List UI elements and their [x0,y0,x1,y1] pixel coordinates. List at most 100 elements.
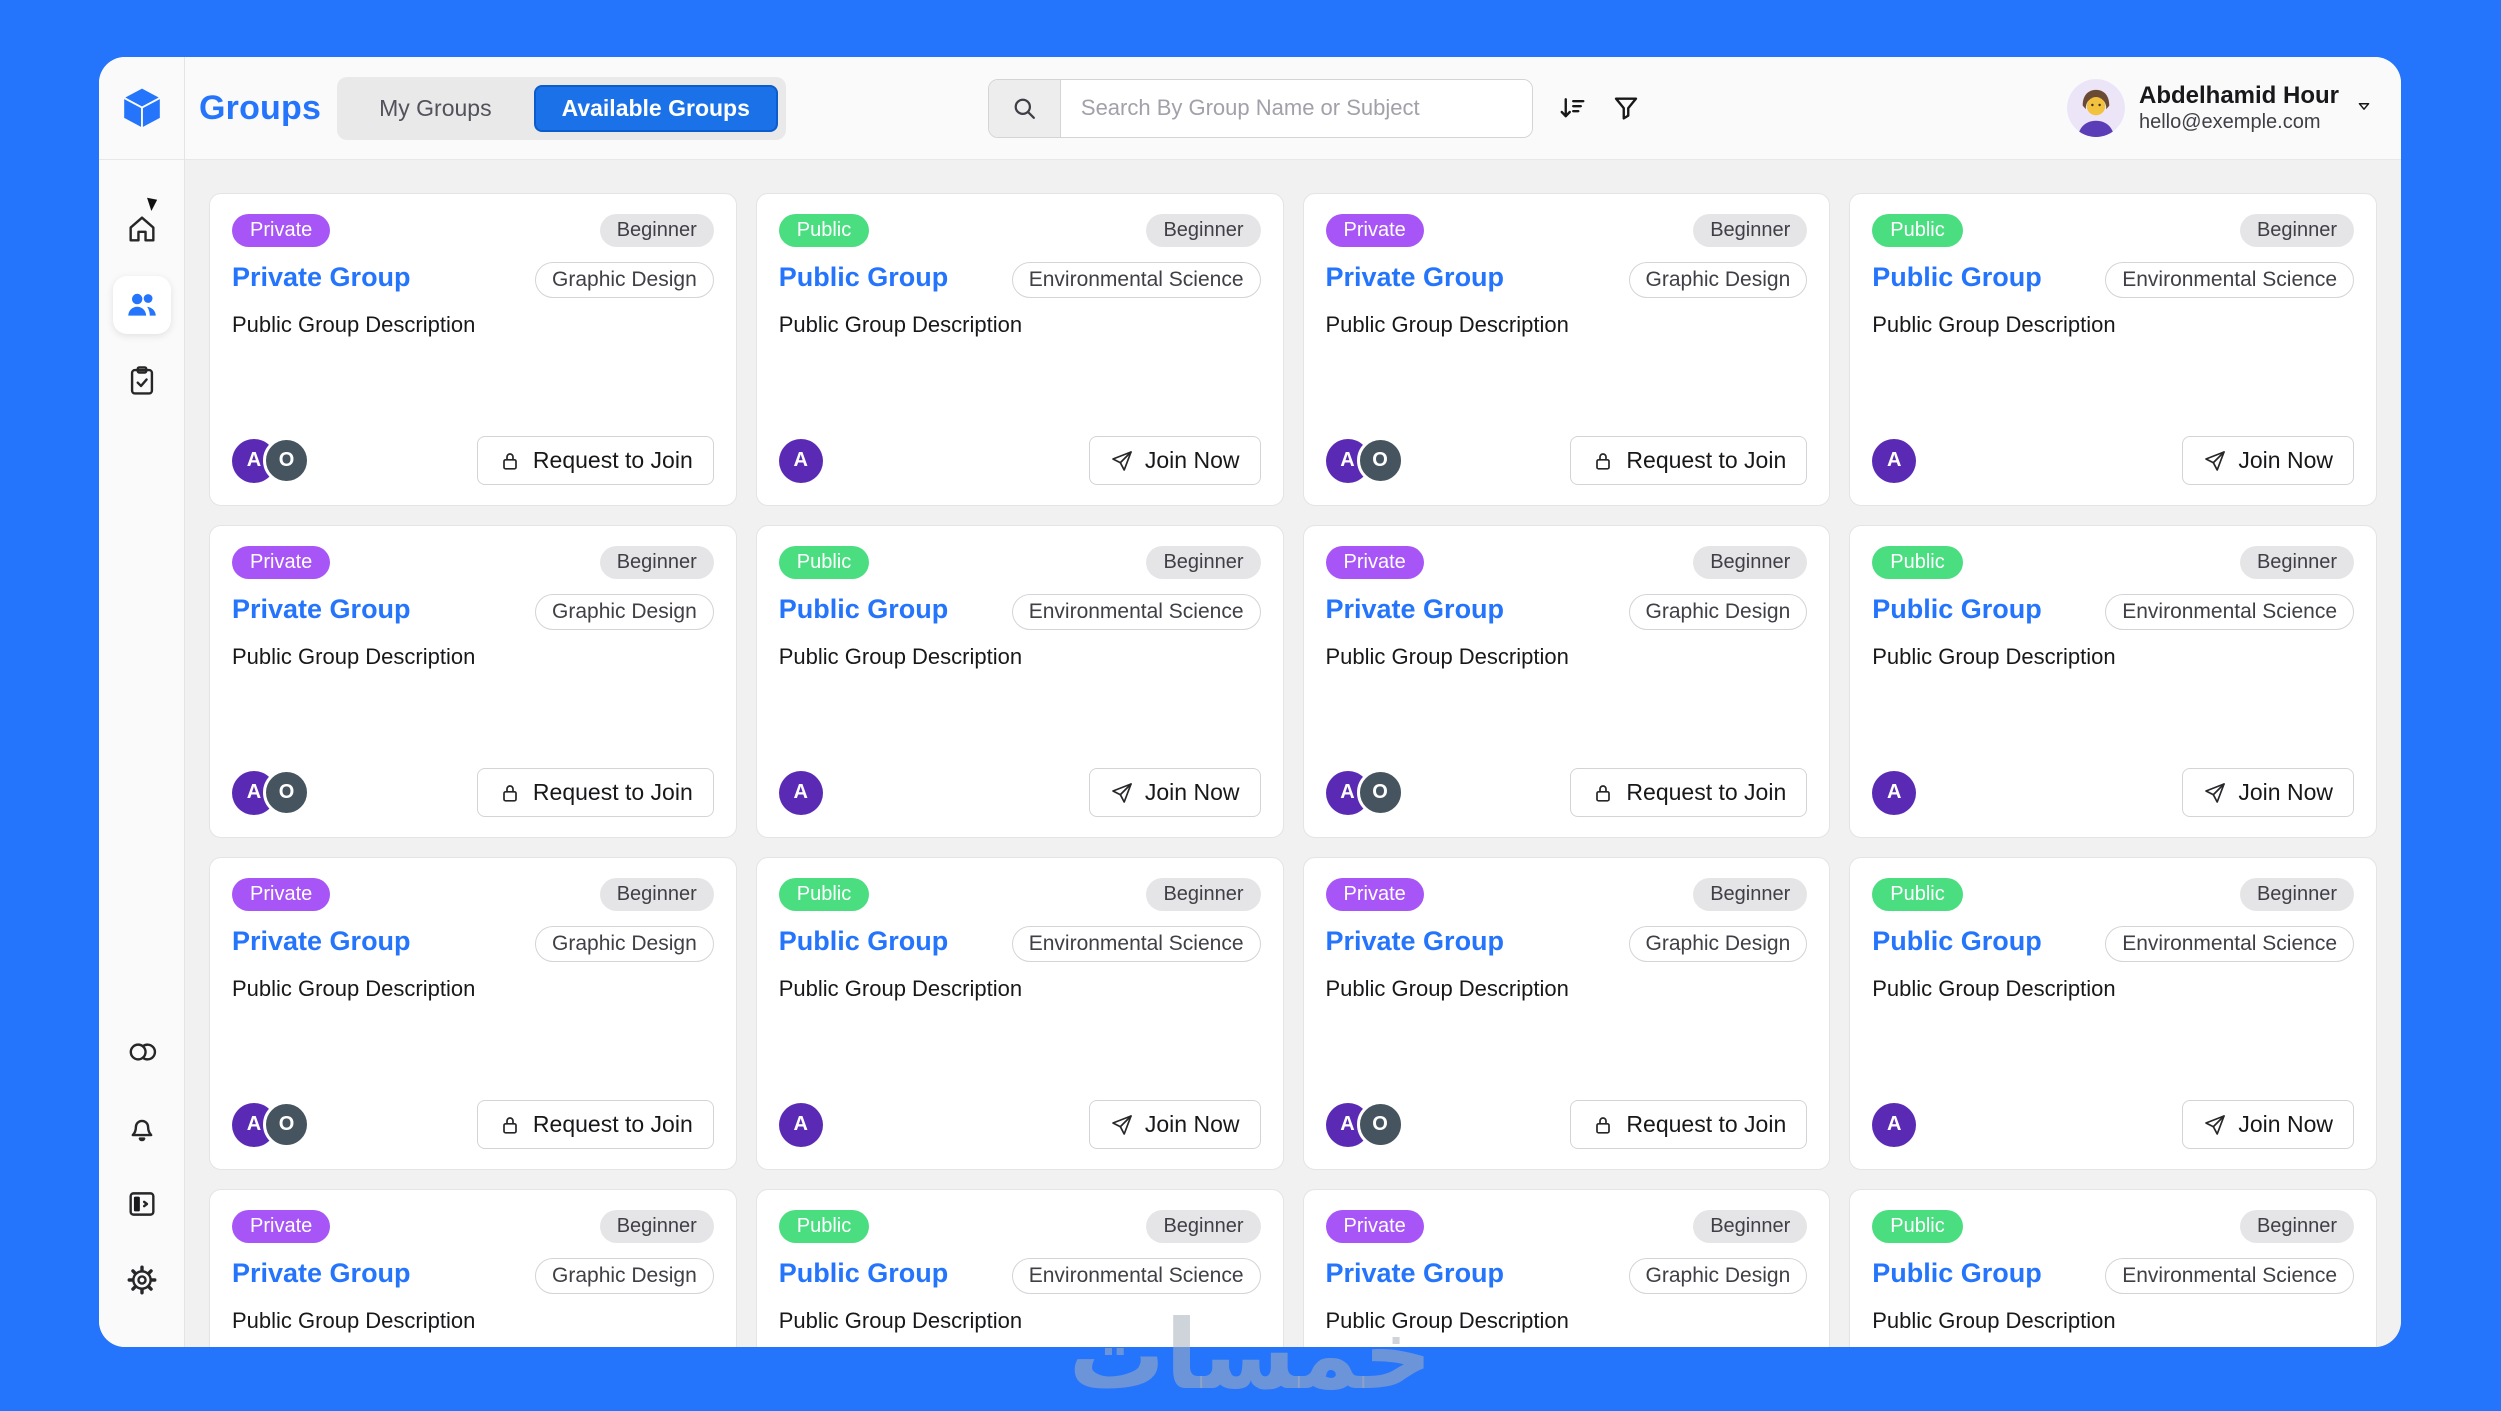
search-button[interactable] [988,79,1061,137]
app-window: Groups My Groups Available Groups [99,57,2401,1347]
group-title[interactable]: Private Group [1325,926,1505,956]
group-title[interactable]: Public Group [778,1258,949,1288]
join-button-label: Join Now [2238,779,2333,805]
group-card: Public Beginner Public Group Environment… [1849,857,2377,1170]
send-icon [1112,1114,1132,1135]
level-badge: Beginner [1693,546,1808,579]
send-icon [2205,450,2226,471]
subject-badge: Environmental Science [1011,594,1261,630]
avatar-initial: A [1872,1102,1917,1147]
group-title[interactable]: Public Group [1872,262,2042,292]
subject-badge: Graphic Design [535,594,714,630]
subject-badge: Environmental Science [2105,262,2354,298]
tab-my-groups[interactable]: My Groups [345,85,525,132]
users-icon [127,293,156,316]
sidebar-item-home[interactable] [113,194,171,258]
level-badge: Beginner [599,214,714,247]
sidebar-item-collapse[interactable] [113,1175,171,1233]
sidebar-item-notifications[interactable] [113,1099,171,1157]
app-logo[interactable] [99,57,185,160]
mouse-cursor [146,194,160,212]
group-title[interactable]: Private Group [232,1258,411,1288]
visibility-badge: Private [1325,546,1424,579]
sidebar-item-groups[interactable] [112,276,171,334]
sort-button[interactable] [1557,93,1587,123]
group-description: Public Group Description [1872,644,2116,669]
visibility-badge: Private [232,1210,331,1243]
subject-badge: Graphic Design [535,926,714,962]
subject-badge: Environmental Science [1011,926,1261,962]
group-card: Public Beginner Public Group Environment… [1849,1189,2377,1347]
group-card: Private Beginner Private Group Graphic D… [1302,525,1831,838]
collapse-panel-icon [128,1192,155,1216]
join-button[interactable]: Request to Join [476,1100,714,1149]
visibility-badge: Private [232,878,331,911]
group-title[interactable]: Public Group [778,262,949,292]
join-button[interactable]: Join Now [1088,1100,1261,1149]
group-description: Public Group Description [232,644,476,669]
filter-button[interactable] [1611,93,1641,123]
join-button-label: Join Now [1144,1111,1240,1137]
level-badge: Beginner [2239,1210,2354,1243]
join-button[interactable]: Request to Join [1570,436,1808,485]
cube-logo-icon [121,86,162,130]
join-button[interactable]: Join Now [2182,1100,2354,1149]
join-button[interactable]: Join Now [2182,436,2354,485]
join-button-label: Join Now [2238,447,2333,473]
visibility-badge: Public [1872,878,1963,911]
join-button[interactable]: Join Now [2182,768,2354,817]
search-input[interactable] [1060,79,1532,137]
group-title[interactable]: Private Group [1325,594,1505,624]
group-title[interactable]: Public Group [778,926,949,956]
group-title[interactable]: Public Group [1872,1258,2042,1288]
user-profile[interactable]: Abdelhamid Hour hello@exemple.com [2066,79,2375,137]
group-title[interactable]: Public Group [1872,594,2042,624]
level-badge: Beginner [1693,878,1808,911]
join-button-label: Request to Join [1626,779,1787,805]
join-button[interactable]: Request to Join [1570,768,1808,817]
sidebar-item-theme-toggle[interactable] [113,1023,171,1081]
visibility-badge: Public [1872,1210,1963,1243]
group-title[interactable]: Private Group [1325,262,1505,292]
group-title[interactable]: Private Group [232,594,411,624]
join-button[interactable]: Join Now [1088,436,1261,485]
level-badge: Beginner [1693,214,1808,247]
header: Groups My Groups Available Groups [185,57,2401,160]
filter-funnel-icon [1614,97,1638,120]
subject-badge: Graphic Design [1628,926,1808,962]
group-title[interactable]: Private Group [232,926,411,956]
tab-available-groups[interactable]: Available Groups [533,84,778,132]
avatar-initial: A [778,770,823,815]
visibility-badge: Public [778,546,870,579]
lock-icon [1596,784,1611,802]
sidebar-item-tasks[interactable] [113,352,171,410]
subject-badge: Environmental Science [2105,926,2354,962]
group-description: Public Group Description [1325,312,1569,337]
visibility-badge: Private [1325,214,1424,247]
sidebar-item-settings[interactable] [113,1251,171,1309]
join-button[interactable]: Request to Join [1570,1100,1808,1149]
groups-grid: Private Beginner Private Group Graphic D… [209,193,2377,1347]
group-title[interactable]: Public Group [1872,926,2042,956]
group-card: Private Beginner Private Group Graphic D… [209,1189,737,1347]
join-button[interactable]: Request to Join [476,768,714,817]
group-title[interactable]: Public Group [778,594,949,624]
avatar-initial: O [263,1101,310,1148]
avatar-initial: O [263,769,310,816]
lock-icon [503,784,517,802]
clipboard-check-icon [130,366,153,395]
group-title[interactable]: Private Group [1325,1258,1505,1288]
group-title[interactable]: Private Group [232,262,411,292]
join-button[interactable]: Request to Join [476,436,714,485]
gear-icon [127,1265,156,1295]
subject-badge: Graphic Design [535,1258,714,1294]
send-icon [2205,782,2226,803]
join-button-label: Request to Join [1626,447,1787,473]
chevron-down-icon [2353,95,2375,122]
subject-badge: Graphic Design [535,262,714,298]
avatar-initial: A [1872,438,1917,483]
join-button[interactable]: Join Now [1088,768,1261,817]
